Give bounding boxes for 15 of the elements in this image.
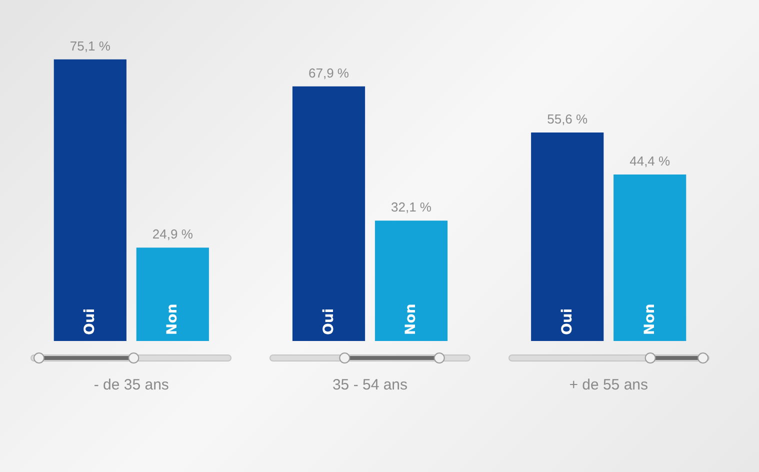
data-label: 32,1 % (391, 200, 432, 215)
text: Non (403, 304, 420, 335)
data-label: 67,9 % (308, 65, 350, 80)
x-tick-label: + de 55 ans (569, 376, 648, 394)
data-label: 75,1 % (70, 38, 111, 54)
text: Oui (320, 308, 337, 335)
data-label: 44,4 % (630, 154, 671, 168)
x-tick-label: 35 - 54 ans (332, 376, 408, 394)
series-label: Oui (82, 308, 98, 335)
text: Non (642, 304, 658, 335)
x-tick-label: - de 35 ans (94, 376, 169, 394)
data-label: 24,9 % (152, 226, 194, 242)
series-label: Non (164, 304, 181, 335)
data-label: 55,6 % (547, 112, 588, 126)
text: Oui (559, 308, 576, 335)
